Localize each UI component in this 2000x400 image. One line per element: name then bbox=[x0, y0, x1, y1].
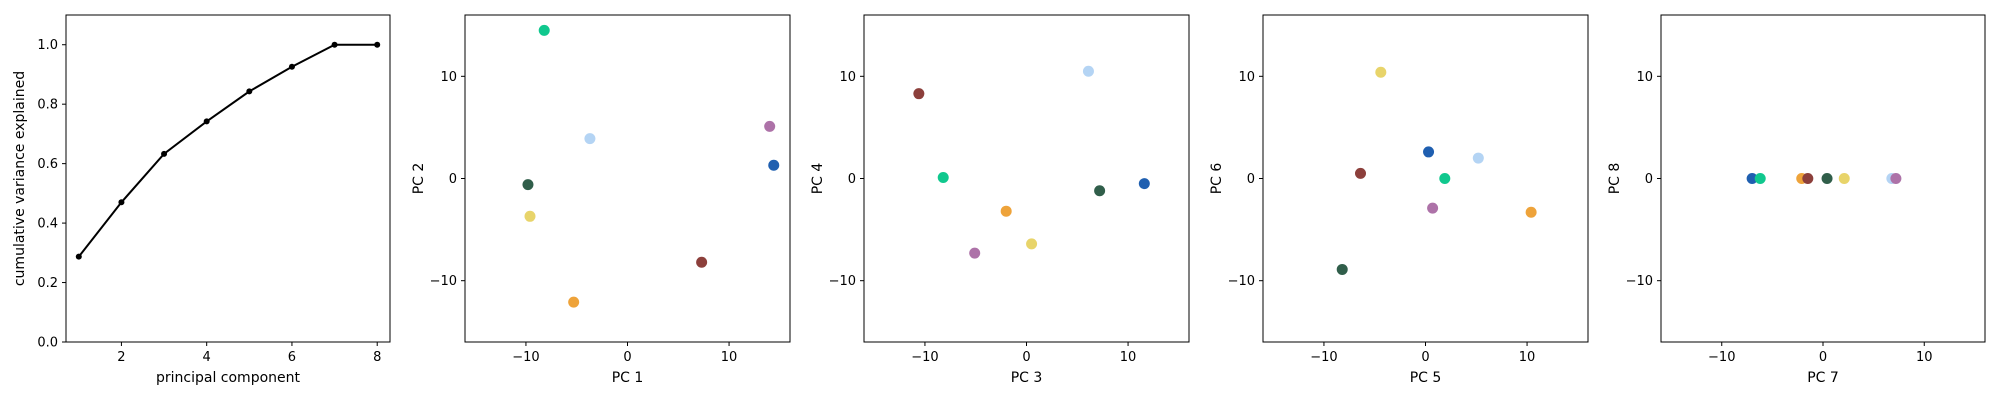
y-tick-label: 0 bbox=[848, 172, 856, 187]
x-tick-label: −10 bbox=[512, 350, 539, 365]
axes-frame bbox=[1262, 14, 1589, 343]
series-line bbox=[78, 43, 378, 258]
y-tick-label: 0.8 bbox=[37, 98, 58, 113]
x-tick-label: −10 bbox=[1310, 350, 1337, 365]
x-tick-label: 10 bbox=[1120, 350, 1137, 365]
x-axis-label: principal component bbox=[156, 370, 301, 386]
scatter-point bbox=[1423, 146, 1435, 158]
data-point bbox=[75, 253, 82, 260]
scatter-point bbox=[768, 159, 780, 171]
y-tick-label: 0 bbox=[1247, 172, 1255, 187]
scatter-point bbox=[937, 171, 949, 183]
scatter-point bbox=[1439, 173, 1451, 184]
y-tick-label: 10 bbox=[1238, 70, 1255, 85]
x-tick-label: 10 bbox=[1519, 350, 1536, 365]
y-tick-label: −10 bbox=[1626, 274, 1653, 289]
x-axis-label: PC 7 bbox=[1807, 370, 1839, 386]
y-tick-label: 0.2 bbox=[37, 276, 58, 291]
data-point bbox=[203, 118, 210, 125]
subplot-5: −10 0 10 −10 0 10 PC 7 PC 8 bbox=[1607, 14, 1986, 386]
scatter-point bbox=[584, 133, 596, 145]
y-axis-label: PC 4 bbox=[810, 163, 826, 195]
scatter-point bbox=[1138, 178, 1150, 190]
x-tick-label: 0 bbox=[1022, 350, 1030, 365]
scatter-point bbox=[522, 179, 534, 191]
y-tick-label: 1.0 bbox=[37, 38, 58, 53]
y-tick-label: 10 bbox=[1636, 70, 1653, 85]
scatter-point bbox=[538, 24, 550, 36]
x-axis-label: PC 3 bbox=[1011, 370, 1043, 386]
data-point bbox=[331, 41, 338, 48]
y-tick-label: 0.6 bbox=[37, 157, 58, 172]
scatter-point bbox=[1427, 202, 1439, 214]
x-tick-label: 8 bbox=[373, 350, 381, 365]
x-tick-label: 10 bbox=[1916, 350, 1933, 365]
axes-frame bbox=[1660, 14, 1986, 343]
subplot-1: 2 4 6 8 0.0 0.2 0.4 0.6 0.8 1.0 principal componen… bbox=[12, 14, 391, 386]
x-tick-label: 2 bbox=[117, 350, 125, 365]
x-axis-label: PC 1 bbox=[612, 370, 644, 386]
scatter-point bbox=[524, 210, 536, 222]
x-axis-label: PC 5 bbox=[1410, 370, 1442, 386]
subplot-4: −10 0 10 −10 0 10 PC 5 PC 6 bbox=[1209, 14, 1589, 386]
axes-frame bbox=[863, 14, 1190, 343]
y-axis-label: PC 6 bbox=[1209, 163, 1225, 195]
scatter-point bbox=[764, 120, 776, 132]
y-axis-label: PC 8 bbox=[1607, 163, 1623, 195]
y-tick-label: 10 bbox=[839, 70, 856, 85]
x-tick-label: 0 bbox=[1421, 350, 1429, 365]
scatter-point bbox=[1472, 152, 1484, 164]
y-tick-label: 0 bbox=[1645, 172, 1653, 187]
x-tick-label: 0 bbox=[623, 350, 631, 365]
data-point bbox=[374, 41, 381, 48]
scatter-point bbox=[1094, 185, 1106, 197]
data-point bbox=[288, 63, 295, 70]
x-tick-label: −10 bbox=[911, 350, 938, 365]
scatter-point bbox=[1802, 173, 1814, 184]
y-tick-label: −10 bbox=[430, 274, 457, 289]
scatter-point bbox=[1026, 238, 1038, 250]
x-tick-label: −10 bbox=[1708, 350, 1735, 365]
scatter-point bbox=[1336, 263, 1348, 275]
scatter-point bbox=[1821, 173, 1833, 184]
scatter-point bbox=[568, 296, 580, 308]
y-tick-label: 10 bbox=[440, 70, 457, 85]
scatter-point bbox=[1754, 173, 1766, 184]
scatter-point bbox=[1746, 173, 1758, 184]
subplot-2: −10 0 10 −10 0 10 PC 1 PC 2 bbox=[411, 14, 791, 386]
scatter-point bbox=[1000, 205, 1012, 217]
scatter-point bbox=[696, 256, 708, 268]
data-point bbox=[118, 199, 125, 206]
y-tick-label: −10 bbox=[829, 274, 856, 289]
scatter-point bbox=[969, 247, 981, 259]
scatter-point bbox=[1838, 173, 1850, 184]
scatter-point bbox=[1355, 167, 1366, 179]
axes-frame bbox=[464, 14, 791, 343]
scatter-point bbox=[1525, 206, 1537, 218]
y-tick-label: 0.4 bbox=[37, 217, 58, 232]
scatter-point bbox=[1082, 65, 1094, 77]
y-tick-label: −10 bbox=[1228, 274, 1255, 289]
data-point bbox=[246, 88, 253, 95]
x-tick-label: 10 bbox=[721, 350, 738, 365]
scatter-point bbox=[913, 88, 925, 100]
data-point bbox=[161, 150, 168, 157]
subplot-3: −10 0 10 −10 0 10 PC 3 PC 4 bbox=[810, 14, 1190, 386]
x-tick-label: 0 bbox=[1819, 350, 1827, 365]
x-tick-label: 6 bbox=[288, 350, 296, 365]
axes-frame bbox=[65, 14, 391, 343]
scatter-point bbox=[1375, 66, 1387, 78]
y-tick-label: 0 bbox=[449, 172, 457, 187]
y-axis-label: cumulative variance explained bbox=[12, 71, 28, 286]
scatter-point bbox=[1890, 173, 1902, 184]
y-tick-label: 0.0 bbox=[37, 336, 58, 351]
y-axis-label: PC 2 bbox=[411, 163, 427, 195]
x-tick-label: 4 bbox=[203, 350, 211, 365]
